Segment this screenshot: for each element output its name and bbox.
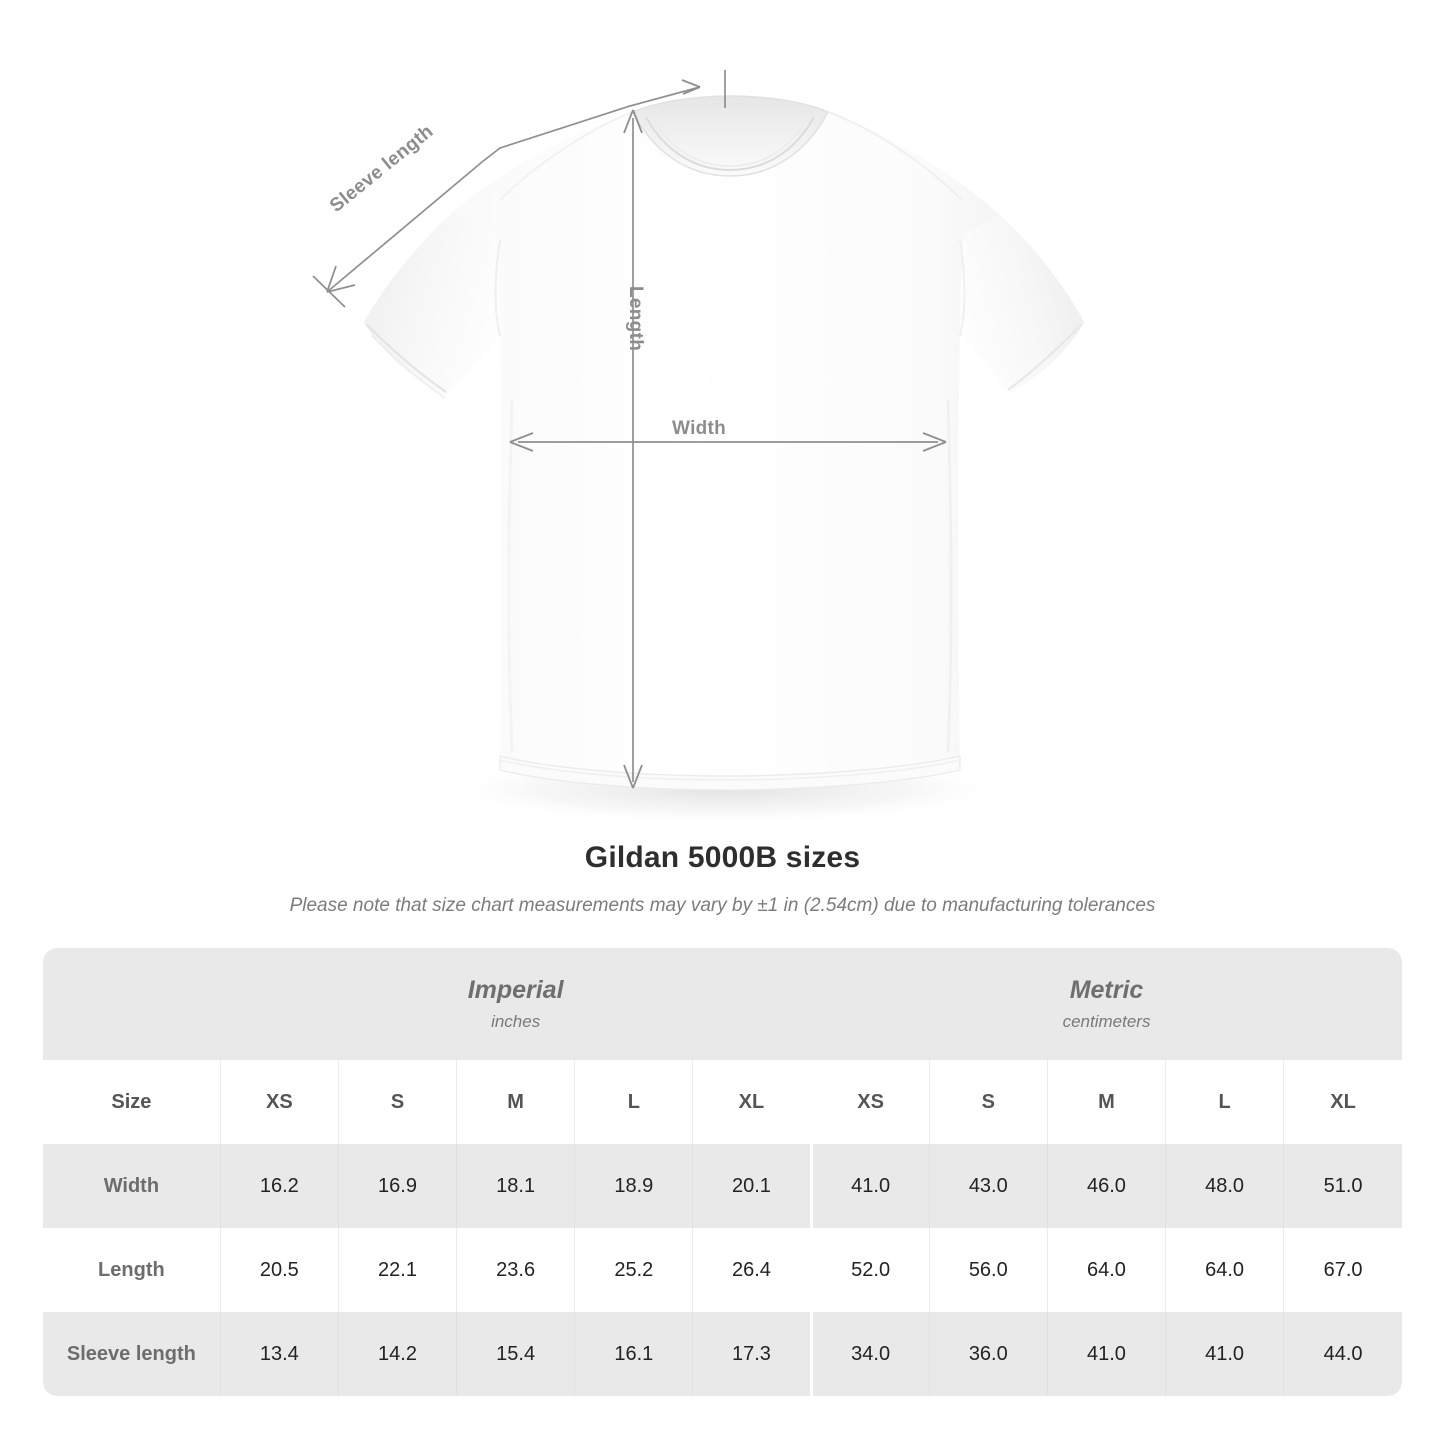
cell-width-imperial-l: 18.9 bbox=[574, 1144, 693, 1228]
cell-width-metric-xs: 41.0 bbox=[809, 1144, 930, 1228]
table-row: Length 20.5 22.1 23.6 25.2 26.4 52.0 56.… bbox=[43, 1228, 1402, 1312]
measurement-lines bbox=[312, 70, 947, 789]
cell-length-imperial-xl: 26.4 bbox=[692, 1228, 812, 1312]
cell-length-imperial-m: 23.6 bbox=[456, 1228, 575, 1312]
unit-metric-cell: Metric centimeters bbox=[811, 948, 1402, 1060]
tshirt-diagram: Sleeve length Length Width bbox=[312, 70, 1084, 824]
cell-width-imperial-xl: 20.1 bbox=[692, 1144, 812, 1228]
table-row: Sleeve length 13.4 14.2 15.4 16.1 17.3 3… bbox=[43, 1312, 1402, 1396]
length-label: Length bbox=[625, 286, 646, 352]
unit-metric-sub: centimeters bbox=[1062, 1012, 1151, 1031]
tshirt-illustration bbox=[312, 70, 1084, 824]
cell-length-imperial-s: 22.1 bbox=[337, 1228, 457, 1312]
cell-length-metric-xl: 67.0 bbox=[1283, 1228, 1402, 1312]
header-metric-s: S bbox=[928, 1060, 1048, 1144]
size-chart-table: Imperial inches Metric centimeters Size … bbox=[43, 948, 1402, 1396]
cell-sleeve-imperial-xl: 17.3 bbox=[692, 1312, 812, 1396]
cell-length-imperial-xs: 20.5 bbox=[219, 1228, 339, 1312]
table-row: Width 16.2 16.9 18.1 18.9 20.1 41.0 43.0… bbox=[43, 1144, 1402, 1228]
cell-sleeve-metric-l: 41.0 bbox=[1165, 1312, 1284, 1396]
cell-width-imperial-s: 16.9 bbox=[337, 1144, 457, 1228]
page-title: Gildan 5000B sizes bbox=[584, 841, 861, 874]
header-imperial-xs: XS bbox=[219, 1060, 339, 1144]
row-label-sleeve-length: Sleeve length bbox=[43, 1312, 221, 1396]
cell-length-metric-xs: 52.0 bbox=[809, 1228, 930, 1312]
cell-sleeve-imperial-m: 15.4 bbox=[456, 1312, 575, 1396]
width-label: Width bbox=[672, 418, 727, 439]
cell-length-metric-l: 64.0 bbox=[1165, 1228, 1284, 1312]
header-metric-l: L bbox=[1165, 1060, 1284, 1144]
cell-width-imperial-m: 18.1 bbox=[456, 1144, 575, 1228]
header-size-label: Size bbox=[43, 1060, 221, 1144]
cell-length-metric-s: 56.0 bbox=[928, 1228, 1048, 1312]
heading-block: Gildan 5000B sizes Please note that size… bbox=[0, 838, 1445, 919]
size-chart-table-wrapper: Imperial inches Metric centimeters Size … bbox=[43, 948, 1402, 1396]
header-imperial-xl: XL bbox=[692, 1060, 812, 1144]
unit-imperial-name: Imperial bbox=[467, 976, 564, 1004]
cell-width-imperial-xs: 16.2 bbox=[219, 1144, 339, 1228]
cell-length-imperial-l: 25.2 bbox=[574, 1228, 693, 1312]
cell-width-metric-m: 46.0 bbox=[1046, 1144, 1166, 1228]
unit-system-row: Imperial inches Metric centimeters bbox=[43, 948, 1402, 1060]
cell-sleeve-imperial-xs: 13.4 bbox=[219, 1312, 339, 1396]
cell-sleeve-imperial-l: 16.1 bbox=[574, 1312, 693, 1396]
unit-band-spacer bbox=[43, 948, 221, 1060]
header-imperial-s: S bbox=[337, 1060, 457, 1144]
row-label-length: Length bbox=[43, 1228, 221, 1312]
header-metric-m: M bbox=[1046, 1060, 1166, 1144]
unit-imperial-sub: inches bbox=[491, 1012, 541, 1031]
shirt-shape bbox=[364, 95, 1084, 791]
header-imperial-l: L bbox=[574, 1060, 693, 1144]
cell-sleeve-metric-m: 41.0 bbox=[1046, 1312, 1166, 1396]
header-metric-xl: XL bbox=[1283, 1060, 1402, 1144]
header-imperial-m: M bbox=[456, 1060, 575, 1144]
header-metric-xs: XS bbox=[809, 1060, 930, 1144]
cell-width-metric-s: 43.0 bbox=[928, 1144, 1048, 1228]
tolerance-note: Please note that size chart measurements… bbox=[289, 895, 1156, 916]
cell-sleeve-metric-xs: 34.0 bbox=[809, 1312, 930, 1396]
cell-sleeve-metric-s: 36.0 bbox=[928, 1312, 1048, 1396]
unit-metric-name: Metric bbox=[1069, 976, 1144, 1004]
cell-width-metric-l: 48.0 bbox=[1165, 1144, 1284, 1228]
cell-length-metric-m: 64.0 bbox=[1046, 1228, 1166, 1312]
cell-width-metric-xl: 51.0 bbox=[1283, 1144, 1402, 1228]
cell-sleeve-metric-xl: 44.0 bbox=[1283, 1312, 1402, 1396]
cell-sleeve-imperial-s: 14.2 bbox=[337, 1312, 457, 1396]
row-label-width: Width bbox=[43, 1144, 221, 1228]
size-header-row: Size XS S M L XL XS S M L XL bbox=[43, 1060, 1402, 1144]
unit-imperial-cell: Imperial inches bbox=[220, 948, 812, 1060]
